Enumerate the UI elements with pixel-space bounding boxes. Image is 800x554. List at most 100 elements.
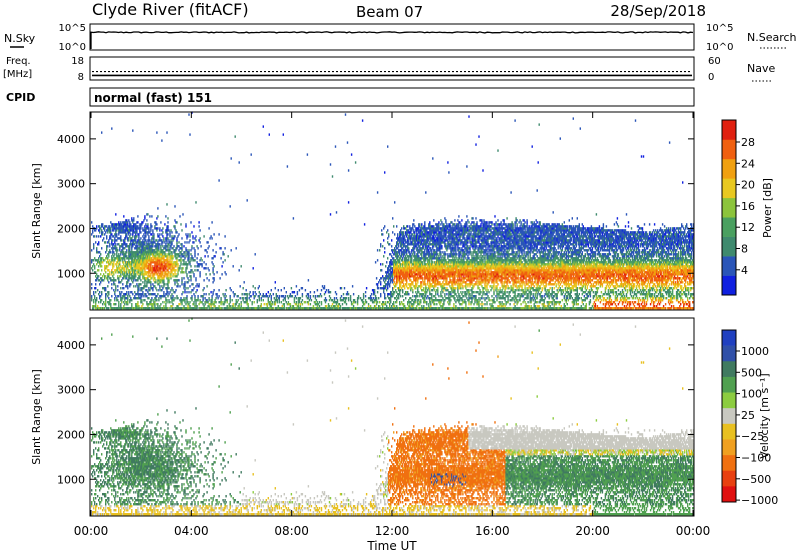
power-cell bbox=[188, 113, 189, 115]
power-cell bbox=[321, 295, 322, 297]
power-cell bbox=[197, 269, 198, 271]
power-cell bbox=[350, 295, 351, 297]
station-title: Clyde River (fitACF) bbox=[92, 0, 249, 19]
power-cell bbox=[181, 243, 182, 245]
power-cell bbox=[239, 161, 240, 163]
power-cell bbox=[224, 247, 225, 249]
power-cell bbox=[105, 287, 106, 289]
nave-tick-top: 60 bbox=[708, 56, 721, 67]
power-cell bbox=[137, 221, 138, 223]
power-cell bbox=[189, 233, 190, 235]
power-cell bbox=[363, 293, 364, 295]
power-cell bbox=[167, 307, 168, 309]
power-cell bbox=[155, 279, 156, 281]
power-cell bbox=[95, 283, 96, 285]
power-cell bbox=[379, 301, 380, 303]
power-cell bbox=[98, 301, 99, 303]
power-cell bbox=[182, 267, 183, 269]
power-cell bbox=[189, 239, 190, 241]
power-cell bbox=[126, 291, 127, 293]
nsky-panel: N.Sky 10^5 10^0 10^5 10^0 N.Search bbox=[4, 23, 797, 53]
power-cell bbox=[186, 295, 187, 297]
power-cell bbox=[191, 295, 192, 297]
power-cell bbox=[408, 293, 409, 295]
power-cell bbox=[107, 285, 108, 287]
power-cell bbox=[248, 303, 249, 305]
power-cell bbox=[183, 245, 184, 247]
power-cell bbox=[347, 141, 348, 143]
power-cell bbox=[402, 295, 403, 297]
power-cell bbox=[225, 289, 226, 291]
power-cell bbox=[181, 277, 182, 279]
power-cell bbox=[106, 235, 107, 237]
power-cell bbox=[140, 279, 141, 281]
power-cell bbox=[447, 161, 448, 163]
power-cell bbox=[186, 291, 187, 293]
power-cell bbox=[231, 157, 232, 159]
power-cell bbox=[198, 225, 199, 227]
power-cell bbox=[191, 245, 192, 247]
power-cell bbox=[174, 235, 175, 237]
power-cell bbox=[177, 297, 178, 299]
power-cell bbox=[213, 265, 214, 267]
power-cell bbox=[187, 287, 188, 289]
power-cell bbox=[380, 293, 381, 295]
power-cell bbox=[208, 279, 209, 281]
power-cell bbox=[128, 291, 129, 293]
power-cell bbox=[302, 293, 303, 295]
power-cell bbox=[92, 269, 93, 271]
power-cell bbox=[336, 211, 337, 213]
power-cell bbox=[256, 293, 257, 295]
power-cell bbox=[299, 289, 300, 291]
power-cell bbox=[384, 251, 385, 253]
power-cell bbox=[194, 269, 195, 271]
power-cell bbox=[281, 289, 282, 291]
nsky-series-line bbox=[91, 32, 693, 49]
power-cell bbox=[205, 267, 206, 269]
power-cell bbox=[218, 179, 219, 181]
power-cell bbox=[132, 129, 133, 131]
power-cell bbox=[381, 229, 382, 231]
power-cell bbox=[311, 299, 312, 301]
power-cell bbox=[117, 285, 118, 287]
power-cell bbox=[228, 255, 229, 257]
power-cell bbox=[156, 299, 157, 301]
power-cell bbox=[290, 303, 291, 305]
power-cell bbox=[156, 131, 157, 133]
power-cell bbox=[253, 285, 254, 287]
power-cell bbox=[448, 171, 449, 173]
power-cell bbox=[108, 281, 109, 283]
power-cell bbox=[374, 289, 375, 291]
power-cell bbox=[108, 291, 109, 293]
power-cell bbox=[394, 233, 395, 235]
power-cell bbox=[341, 295, 342, 297]
power-cell bbox=[192, 283, 193, 285]
power-cell bbox=[214, 255, 215, 257]
power-cell bbox=[296, 285, 297, 287]
power-cell bbox=[310, 303, 311, 305]
power-cell bbox=[190, 275, 191, 277]
power-cell bbox=[172, 295, 173, 297]
power-cell bbox=[346, 303, 347, 305]
power-cell bbox=[308, 279, 309, 281]
nsky-label: N.Sky bbox=[4, 32, 36, 45]
power-cell bbox=[178, 241, 179, 243]
power-cell bbox=[137, 301, 138, 303]
power-cell bbox=[242, 293, 243, 295]
power-cell bbox=[96, 225, 97, 227]
power-cell bbox=[184, 281, 185, 283]
power-cell bbox=[371, 293, 372, 295]
power-cell bbox=[201, 259, 202, 261]
power-cell bbox=[114, 253, 115, 255]
power-cell bbox=[148, 235, 149, 237]
power-cell bbox=[126, 249, 127, 251]
power-cell bbox=[291, 287, 292, 289]
cpid-panel: CPID normal (fast) 151 bbox=[6, 88, 694, 106]
power-cell bbox=[91, 221, 92, 223]
power-cell bbox=[95, 291, 96, 293]
power-cell bbox=[383, 239, 384, 241]
power-cell bbox=[307, 153, 308, 155]
power-cell bbox=[112, 239, 113, 241]
power-cell bbox=[96, 235, 97, 237]
power-cell bbox=[240, 285, 241, 287]
